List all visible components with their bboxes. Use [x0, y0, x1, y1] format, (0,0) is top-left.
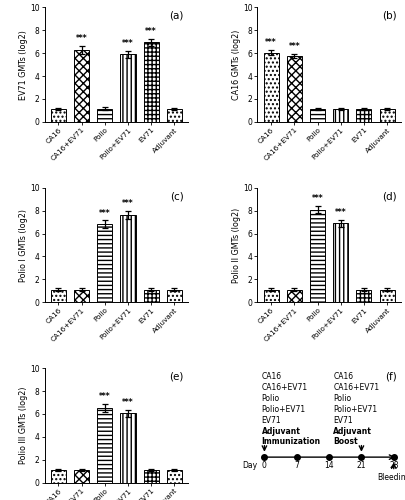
- Y-axis label: Polio I GMTs (log2): Polio I GMTs (log2): [19, 208, 28, 282]
- Text: Polio: Polio: [333, 394, 352, 404]
- Bar: [74, 290, 89, 302]
- Text: Bleeding: Bleeding: [377, 473, 405, 482]
- Text: Adjuvant: Adjuvant: [262, 428, 301, 436]
- Bar: [167, 470, 182, 482]
- Bar: [51, 290, 66, 302]
- Text: CA16+EV71: CA16+EV71: [262, 384, 308, 392]
- Text: ***: ***: [265, 38, 277, 48]
- Bar: [120, 216, 136, 302]
- Bar: [333, 224, 348, 302]
- Bar: [120, 54, 136, 122]
- Bar: [310, 109, 325, 122]
- Bar: [97, 408, 112, 482]
- Text: 21: 21: [357, 460, 366, 469]
- Text: Polio: Polio: [262, 394, 280, 404]
- Bar: [167, 290, 182, 302]
- Bar: [379, 109, 394, 122]
- Text: (b): (b): [382, 11, 396, 21]
- Text: 7: 7: [294, 460, 299, 469]
- Text: CA16: CA16: [333, 372, 354, 382]
- Bar: [310, 210, 325, 302]
- Bar: [120, 414, 136, 482]
- Text: 14: 14: [324, 460, 334, 469]
- Text: ***: ***: [122, 398, 134, 407]
- Bar: [379, 290, 394, 302]
- Bar: [356, 290, 371, 302]
- Text: ***: ***: [76, 34, 87, 43]
- Bar: [356, 109, 371, 122]
- Text: ***: ***: [122, 39, 134, 48]
- Text: EV71: EV71: [262, 416, 281, 426]
- Text: ***: ***: [99, 208, 111, 218]
- Bar: [287, 56, 302, 122]
- Text: EV71: EV71: [333, 416, 353, 426]
- Text: Polio+EV71: Polio+EV71: [262, 406, 306, 414]
- Text: CA16+EV71: CA16+EV71: [333, 384, 379, 392]
- Bar: [144, 42, 159, 121]
- Text: (a): (a): [170, 11, 184, 21]
- Text: Boost: Boost: [333, 436, 358, 446]
- Text: Adjuvant: Adjuvant: [333, 428, 372, 436]
- Y-axis label: EV71 GMTs (log2): EV71 GMTs (log2): [19, 30, 28, 100]
- Text: (e): (e): [170, 372, 184, 382]
- Text: ***: ***: [122, 200, 134, 208]
- Text: ***: ***: [335, 208, 347, 217]
- Bar: [167, 109, 182, 122]
- Text: Immunization: Immunization: [262, 436, 321, 446]
- Bar: [144, 290, 159, 302]
- Bar: [97, 224, 112, 302]
- Text: ***: ***: [145, 27, 157, 36]
- Text: (f): (f): [385, 372, 396, 382]
- Bar: [74, 470, 89, 482]
- Text: (c): (c): [170, 192, 184, 202]
- Bar: [144, 470, 159, 482]
- Y-axis label: Polio II GMTs (log2): Polio II GMTs (log2): [232, 208, 241, 282]
- Text: Day: Day: [242, 460, 257, 469]
- Bar: [97, 108, 112, 122]
- Bar: [333, 109, 348, 122]
- Text: ***: ***: [99, 392, 111, 402]
- Text: ***: ***: [288, 42, 300, 51]
- Y-axis label: CA16 GMTs (log2): CA16 GMTs (log2): [232, 30, 241, 100]
- Text: 0: 0: [262, 460, 267, 469]
- Bar: [264, 52, 279, 122]
- Bar: [51, 109, 66, 122]
- Text: 28: 28: [389, 460, 399, 469]
- Bar: [51, 470, 66, 482]
- Text: Polio+EV71: Polio+EV71: [333, 406, 377, 414]
- Bar: [287, 290, 302, 302]
- Bar: [264, 290, 279, 302]
- Text: (d): (d): [382, 192, 396, 202]
- Y-axis label: Polio III GMTs (log2): Polio III GMTs (log2): [19, 386, 28, 464]
- Text: ***: ***: [312, 194, 323, 203]
- Bar: [74, 50, 89, 122]
- Text: CA16: CA16: [262, 372, 281, 382]
